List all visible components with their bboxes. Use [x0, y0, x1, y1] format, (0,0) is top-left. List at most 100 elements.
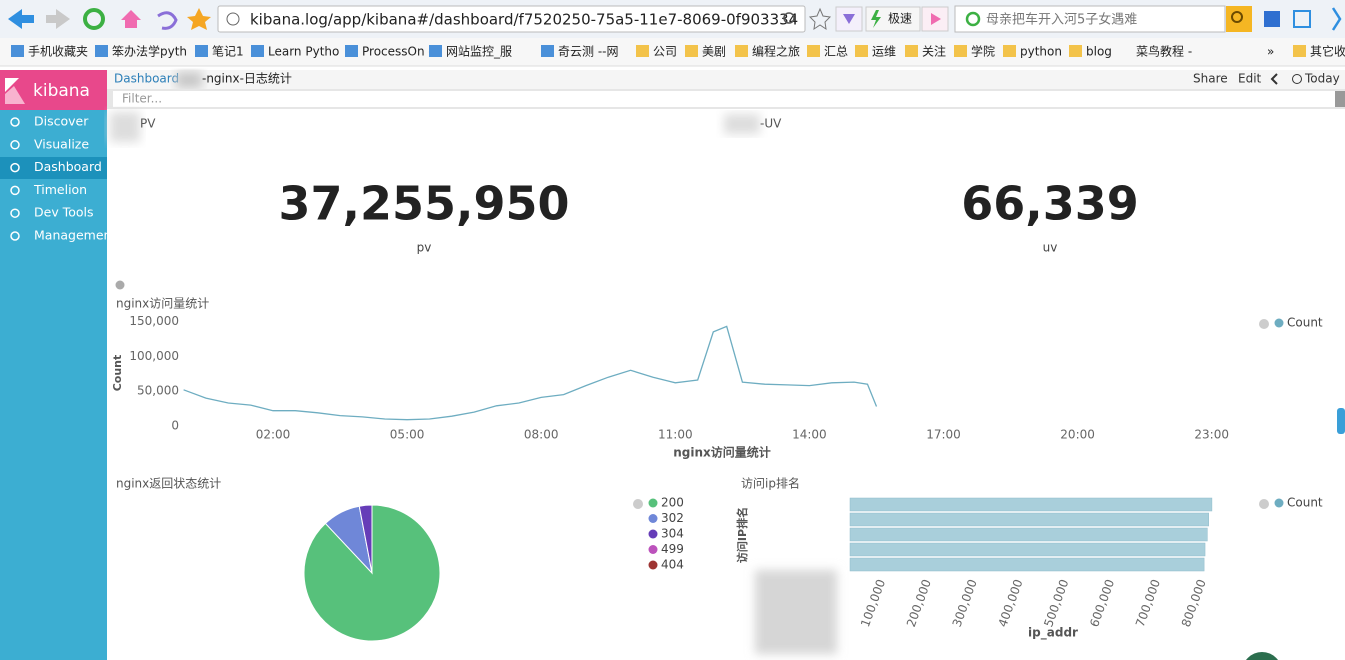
legend-label[interactable]: 302 — [661, 511, 684, 525]
x-tick-label: 200,000 — [904, 577, 934, 628]
top-action[interactable]: Edit — [1238, 72, 1262, 86]
legend-label[interactable]: Count — [1287, 316, 1323, 330]
y-tick-label: 100,000 — [129, 349, 179, 363]
metric-label: pv — [417, 241, 432, 255]
x-tick-label: 400,000 — [995, 577, 1025, 628]
bookmark[interactable]: 奇云测 --网 — [558, 45, 618, 59]
breadcrumb-link[interactable]: Dashboard — [114, 72, 179, 86]
kibana-logo-text: kibana — [33, 81, 90, 101]
pie-slice[interactable] — [358, 504, 373, 574]
site-info-icon[interactable] — [226, 12, 240, 26]
bookmark[interactable]: 关注 — [922, 44, 946, 59]
time-back-icon[interactable] — [1270, 73, 1278, 85]
filter-button[interactable] — [1335, 91, 1345, 107]
bookmark-icon — [95, 45, 108, 57]
bookmark[interactable]: 其它收 — [1310, 44, 1345, 59]
bookmark[interactable]: 笨办法学pyth — [112, 44, 187, 59]
bookmark[interactable]: 公司 — [653, 45, 677, 59]
forward-button[interactable] — [46, 9, 70, 29]
legend-label[interactable]: 404 — [661, 558, 684, 572]
panel-title: nginx返回状态统计 — [116, 477, 221, 491]
floating-widget[interactable] — [1242, 652, 1282, 660]
bookmark[interactable]: 编程之旅 — [752, 44, 800, 59]
bookmark-icon — [905, 45, 918, 57]
bookmark[interactable]: 汇总 — [824, 45, 848, 59]
bookmark[interactable]: blog — [1086, 45, 1112, 59]
media-icon — [931, 13, 941, 25]
address-bar[interactable] — [217, 5, 806, 33]
bookmark-icon — [954, 45, 967, 57]
nav-item[interactable]: Timelion — [33, 182, 87, 197]
apps-icon[interactable] — [1264, 11, 1280, 27]
bookmark-icon — [429, 45, 442, 57]
bar[interactable] — [849, 557, 1205, 572]
bookmark[interactable]: » — [1267, 45, 1274, 59]
zoom-icon[interactable] — [783, 12, 795, 24]
filter-input[interactable] — [113, 91, 1335, 107]
bookmark-icon — [345, 45, 358, 57]
bookmark[interactable]: 学院 — [971, 44, 995, 59]
bookmark[interactable]: 菜鸟教程 - — [1136, 44, 1192, 59]
legend-label[interactable]: 304 — [661, 527, 684, 541]
dashboard-title: -nginx-日志统计 — [202, 72, 292, 86]
bar[interactable] — [849, 512, 1209, 527]
top-action[interactable]: Today — [1304, 72, 1340, 86]
legend-toggle[interactable] — [1259, 319, 1269, 329]
bookmark[interactable]: Learn Pytho — [268, 45, 339, 59]
bookmark[interactable]: ProcessOn - — [362, 45, 433, 59]
nav-item[interactable]: Discover — [34, 114, 89, 129]
speed-mode-label: 极速 — [888, 12, 912, 26]
search-button[interactable] — [1226, 6, 1252, 32]
undo-button[interactable] — [157, 11, 178, 30]
y-tick-label: 50,000 — [137, 384, 179, 398]
bookmark-icon — [1293, 45, 1306, 57]
extension-icon — [843, 14, 855, 24]
bookmark[interactable]: 笔记1 — [212, 44, 244, 59]
legend-swatch — [1274, 498, 1284, 508]
legend-swatch — [648, 560, 658, 570]
legend-label[interactable]: 499 — [661, 542, 684, 556]
x-tick-label: 700,000 — [1133, 577, 1163, 628]
bookmark[interactable]: python — [1020, 45, 1062, 59]
y-axis-label: Count — [111, 355, 124, 392]
legend-label[interactable]: 200 — [661, 496, 684, 510]
nav-item[interactable]: Dev Tools — [34, 205, 93, 220]
legend-label[interactable]: Count — [1287, 496, 1323, 510]
x-tick-label: 600,000 — [1087, 577, 1117, 628]
side-scroll-tab[interactable] — [1337, 408, 1345, 434]
bookmark-star[interactable] — [808, 7, 832, 31]
legend-toggle[interactable] — [1259, 499, 1269, 509]
bookmarks-bar — [0, 38, 1345, 66]
nav-icon — [10, 117, 20, 127]
bookmark[interactable]: 美剧 — [702, 45, 726, 59]
bar[interactable] — [849, 542, 1206, 557]
top-action[interactable]: Share — [1193, 72, 1228, 86]
favorite-button[interactable] — [187, 8, 211, 30]
nav-item[interactable]: Management — [34, 228, 116, 243]
bookmark[interactable]: 网站监控_服 — [446, 45, 512, 59]
bar[interactable] — [849, 527, 1208, 542]
nav-item[interactable]: Visualize — [34, 136, 89, 151]
screenshot-icon[interactable] — [1293, 10, 1311, 28]
kibana-logo-bottom — [5, 86, 25, 104]
panel-title: 访问ip排名 — [741, 476, 800, 491]
x-tick-label: 17:00 — [926, 428, 961, 442]
x-tick-label: 800,000 — [1179, 577, 1209, 628]
search-box[interactable] — [954, 5, 1226, 33]
back-button[interactable] — [8, 9, 34, 29]
nav-item[interactable]: Dashboard — [34, 159, 102, 174]
blurred-region — [724, 114, 760, 134]
bookmark[interactable]: 运维 — [872, 45, 896, 59]
bookmark[interactable]: 手机收藏夹 — [28, 45, 88, 59]
y-tick-label: 0 — [171, 419, 179, 433]
bookmark-icon — [541, 45, 554, 57]
legend-toggle[interactable] — [633, 499, 643, 509]
home-button[interactable] — [121, 10, 141, 28]
panel-collapse-icon[interactable] — [115, 280, 125, 290]
y-tick-label: 150,000 — [129, 314, 179, 328]
refresh-button[interactable] — [83, 8, 105, 30]
x-tick-label: 500,000 — [1041, 577, 1071, 628]
metric-value: 66,339 — [961, 177, 1139, 231]
bar[interactable] — [849, 497, 1213, 512]
more-icon[interactable] — [1331, 7, 1342, 31]
